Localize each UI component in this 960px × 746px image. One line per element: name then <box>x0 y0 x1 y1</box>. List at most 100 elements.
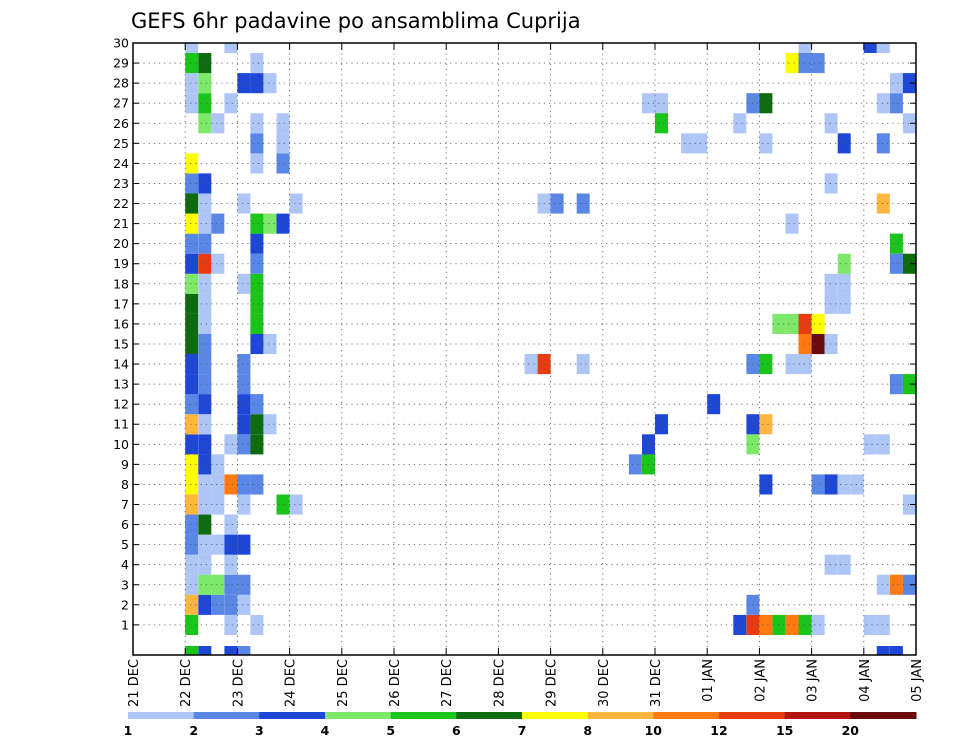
heatmap-cell <box>276 113 290 134</box>
legend-label: 2 <box>189 723 198 738</box>
heatmap-cell <box>250 313 264 334</box>
heatmap-cell <box>224 614 238 635</box>
heatmap-cell <box>185 454 199 475</box>
heatmap-cell <box>198 514 212 535</box>
plot-frame <box>132 42 917 656</box>
heatmap-cell <box>824 334 838 355</box>
y-axis: 1234567891011121314151617181920212223242… <box>113 36 916 632</box>
heatmap-cell <box>185 514 199 535</box>
y-tick-label: 16 <box>113 316 129 331</box>
heatmap-cell <box>889 73 903 94</box>
heatmap-cell <box>237 574 251 595</box>
heatmap-cell <box>237 414 251 435</box>
heatmap-cell <box>250 53 264 74</box>
x-tick-label: 02 JAN <box>753 659 768 702</box>
y-tick-label: 1 <box>121 617 129 632</box>
heatmap-cell <box>185 213 199 234</box>
heatmap-cell <box>224 646 238 655</box>
heatmap-cell <box>198 193 212 214</box>
heatmap-cell <box>237 474 251 495</box>
heatmap-cell <box>198 334 212 355</box>
x-tick-label: 04 JAN <box>858 659 873 702</box>
heatmap-cell <box>837 474 851 495</box>
legend-label: 5 <box>386 723 395 738</box>
heatmap-cell <box>237 394 251 415</box>
x-tick-label: 29 DEC <box>545 659 560 707</box>
heatmap-cell <box>185 354 199 375</box>
heatmap-cell <box>237 594 251 615</box>
heatmap-cell <box>863 43 877 53</box>
legend-label: 8 <box>583 723 592 738</box>
heatmap-cell <box>185 646 199 655</box>
heatmap-cell <box>876 133 890 154</box>
heatmap-cell <box>185 173 199 194</box>
legend-swatch <box>325 712 392 719</box>
legend-swatch <box>784 712 851 719</box>
heatmap-cell <box>576 354 590 375</box>
heatmap-cell <box>198 73 212 94</box>
y-tick-label: 24 <box>113 156 129 171</box>
heatmap-cell <box>250 213 264 234</box>
x-axis: 21 DEC 22 DEC 23 DEC 24 DEC 25 DEC 26 DEC 27 D… <box>127 43 925 707</box>
x-tick-label: 26 DEC <box>388 659 403 707</box>
heatmap-cell <box>198 233 212 254</box>
heatmap-cell <box>237 273 251 294</box>
legend-swatch <box>390 712 457 719</box>
heatmap-cell <box>185 43 199 53</box>
heatmap-cell <box>224 93 238 114</box>
x-tick-label: 28 DEC <box>492 659 507 707</box>
heatmap-cell <box>837 273 851 294</box>
legend-swatch <box>719 712 786 719</box>
heatmap-cell <box>276 133 290 154</box>
heatmap-cell <box>237 354 251 375</box>
heatmap-cell <box>837 133 851 154</box>
heatmap-cell <box>198 53 212 74</box>
heatmap-cell <box>185 313 199 334</box>
heatmap-cell <box>824 554 838 575</box>
y-tick-label: 27 <box>113 96 129 111</box>
y-tick-label: 19 <box>113 256 129 271</box>
heatmap-cell <box>224 474 238 495</box>
heatmap-cell <box>185 614 199 635</box>
heatmap-cell <box>211 454 225 475</box>
heatmap-cell <box>707 394 721 415</box>
heatmap-cell <box>198 646 212 655</box>
legend-label: 12 <box>710 723 727 738</box>
heatmap-cell <box>198 474 212 495</box>
heatmap-cell <box>237 534 251 555</box>
heatmap-cell <box>185 474 199 495</box>
heatmap-cell <box>655 93 668 114</box>
heatmap-cell <box>224 534 238 555</box>
y-tick-label: 7 <box>121 497 129 512</box>
heatmap-cell <box>198 554 212 575</box>
heatmap-cell <box>733 614 747 635</box>
heatmap-cell <box>250 434 264 455</box>
heatmap-cell <box>185 293 199 314</box>
x-tick-label: 27 DEC <box>440 659 455 707</box>
y-tick-label: 5 <box>121 537 129 552</box>
heatmap-cell <box>198 293 212 314</box>
heatmap-cell <box>250 614 264 635</box>
heatmap-cell <box>876 43 890 53</box>
heatmap-cell <box>198 93 212 114</box>
heatmap-cell <box>198 374 212 395</box>
y-tick-label: 10 <box>113 437 129 452</box>
heatmap-cell <box>289 193 303 214</box>
heatmap-cell <box>824 173 838 194</box>
legend-swatch <box>259 712 326 719</box>
heatmap-cell <box>876 434 890 455</box>
heatmap-cell <box>628 454 642 475</box>
heatmap-cell <box>250 394 264 415</box>
heatmap-cell <box>785 313 799 334</box>
heatmap-cell <box>237 494 251 515</box>
x-tick-label: 03 JAN <box>806 659 821 702</box>
heatmap-cell <box>289 494 303 515</box>
heatmap-cell <box>681 133 695 154</box>
heatmap-cell <box>824 273 838 294</box>
y-tick-label: 9 <box>121 457 129 472</box>
heatmap-cell <box>224 434 238 455</box>
heatmap-cell <box>198 574 212 595</box>
y-tick-label: 30 <box>113 36 129 51</box>
heatmap-cell <box>224 594 238 615</box>
heatmap-cell <box>185 153 199 174</box>
